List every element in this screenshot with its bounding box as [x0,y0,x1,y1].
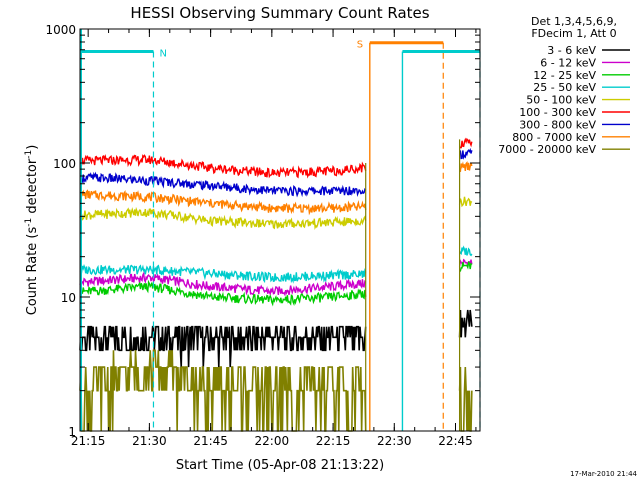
legend-header-2: FDecim 1, Att 0 [531,27,616,40]
x-tick-label-4: 22:15 [316,434,351,448]
series-line-5 [79,154,367,179]
series-line-8-late [458,367,473,432]
plot-frame [79,28,481,432]
y-axis-label: Count Rate (s-1 detector-1) [24,145,40,316]
y-tick-label-3: 1000 [45,23,76,37]
legend-label-8: 7000 - 20000 keV [498,143,596,156]
y-axis: 1 10 100 1000 [45,23,480,439]
series-line-7 [79,189,367,216]
x-tick-label-3: 22:00 [255,434,290,448]
legend-header-1: Det 1,3,4,5,6,9, [531,15,617,28]
series-line-3 [79,263,367,284]
x-tick-label-1: 21:30 [132,434,167,448]
plot-layer: NS [79,29,481,432]
series-line-0-late [458,309,473,338]
legend-label-4: 50 - 100 keV [526,94,596,107]
legend-label-3: 25 - 50 keV [533,81,596,94]
annotation-label-1: S [357,40,363,51]
y-tick-label-2: 100 [53,157,76,171]
x-tick-label-5: 22:30 [377,434,412,448]
x-axis-label: Start Time (05-Apr-08 21:13:22) [176,458,384,473]
legend-label-7: 800 - 7000 keV [512,131,596,144]
series-line-6 [79,171,367,198]
x-tick-label-2: 21:45 [193,434,228,448]
series-line-7-late [459,161,473,173]
legend-label-1: 6 - 12 keV [540,56,596,69]
series-line-4-late [458,196,473,208]
series-line-2 [79,279,367,307]
x-tick-label-6: 22:45 [438,434,473,448]
legend-label-2: 12 - 25 keV [533,69,596,82]
generation-timestamp: 17-Mar-2010 21:44 [570,470,637,478]
legend-label-5: 100 - 300 keV [519,106,596,119]
y-tick-label-1: 10 [61,291,76,305]
chart-title: HESSI Observing Summary Count Rates [130,4,429,22]
legend-label-6: 300 - 800 keV [519,118,596,131]
series-line-0 [79,325,367,368]
series-line-4 [79,206,367,230]
x-tick-label-0: 21:15 [71,434,106,448]
series-line-5-late [459,137,473,149]
annotation-label-0: N [159,48,166,59]
legend: Det 1,3,4,5,6,9, FDecim 1, Att 0 3 - 6 k… [498,15,630,156]
series-line-2-late [459,260,473,273]
x-axis: 21:15 21:30 21:45 22:00 22:15 22:30 22:45 [71,29,477,448]
series-line-8 [79,349,367,432]
y-tick-label-0: 1 [68,425,76,439]
series-line-6-late [459,147,473,160]
series-line-3-late [458,245,473,257]
legend-label-0: 3 - 6 keV [547,44,596,57]
series-line-1 [79,271,367,297]
